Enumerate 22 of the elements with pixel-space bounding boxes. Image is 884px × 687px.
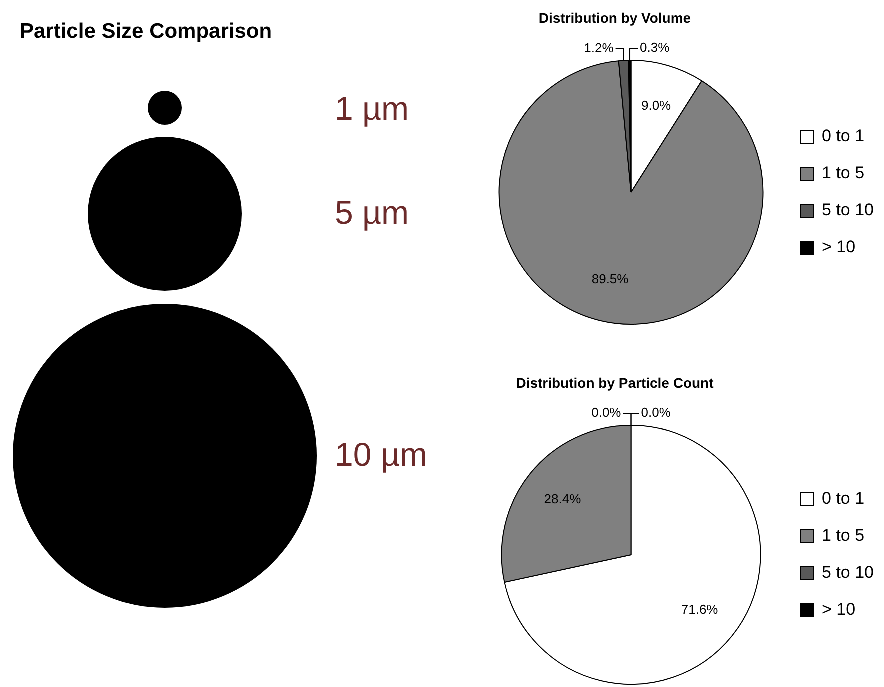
text: 0.0% xyxy=(641,405,671,420)
text: 0.0% xyxy=(592,405,622,420)
text: 1 µm xyxy=(335,90,410,128)
legend-label: 5 to 10 xyxy=(822,200,874,220)
data-label: 1.2% xyxy=(584,40,614,56)
legend-label: > 10 xyxy=(822,600,856,620)
text: 10 µm xyxy=(335,436,428,474)
legend-label: 1 to 5 xyxy=(822,526,865,546)
legend-label: 5 to 10 xyxy=(822,563,874,582)
legend-label: 0 to 1 xyxy=(822,126,865,146)
data-label: 71.6% xyxy=(681,602,719,617)
chart-title: Distribution by Volume xyxy=(538,10,692,26)
data-label: 0.3% xyxy=(640,40,670,56)
text: 5 µm xyxy=(335,194,410,232)
legend-label: 1 to 5 xyxy=(822,164,865,183)
data-label: 89.5% xyxy=(592,271,630,286)
data-label: 28.4% xyxy=(544,491,582,506)
data-label: 9.0% xyxy=(641,98,672,113)
legend-label: 0 to 1 xyxy=(822,489,865,508)
text: Particle Size Comparison xyxy=(20,20,272,44)
legend-label: > 10 xyxy=(822,238,856,257)
chart-title: Distribution by Particle Count xyxy=(515,375,715,391)
